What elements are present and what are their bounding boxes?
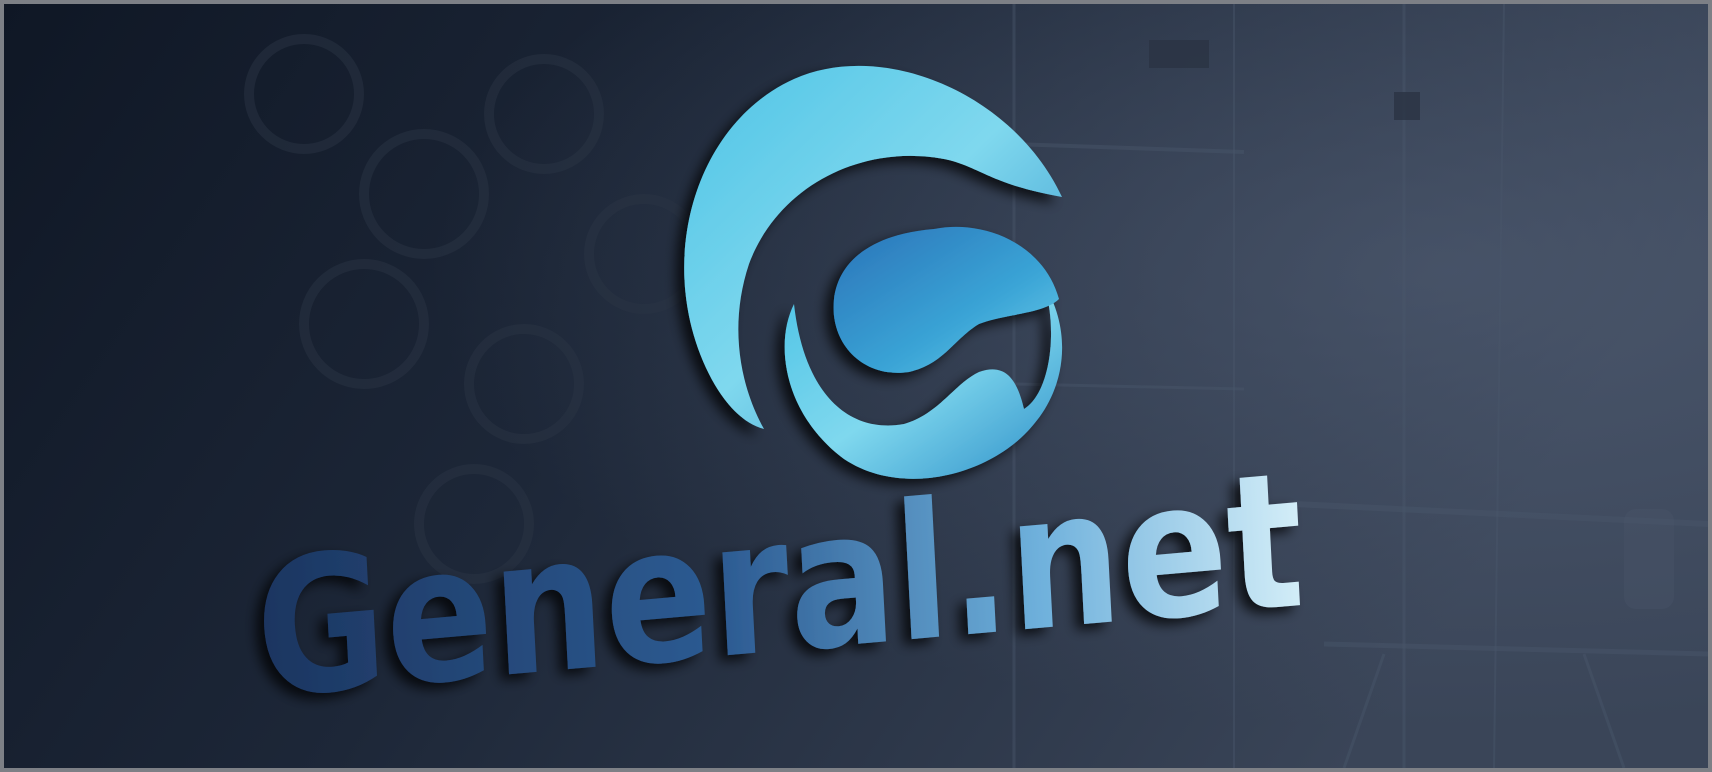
wall-pattern [244, 34, 704, 584]
logo-lower-swirl [784, 284, 1063, 479]
logo-inner-circle [833, 226, 1059, 373]
logo-mark [684, 65, 1063, 479]
logo-outer-swirl [684, 65, 1062, 429]
wall-mockup-scene: General.net [4, 4, 1708, 768]
